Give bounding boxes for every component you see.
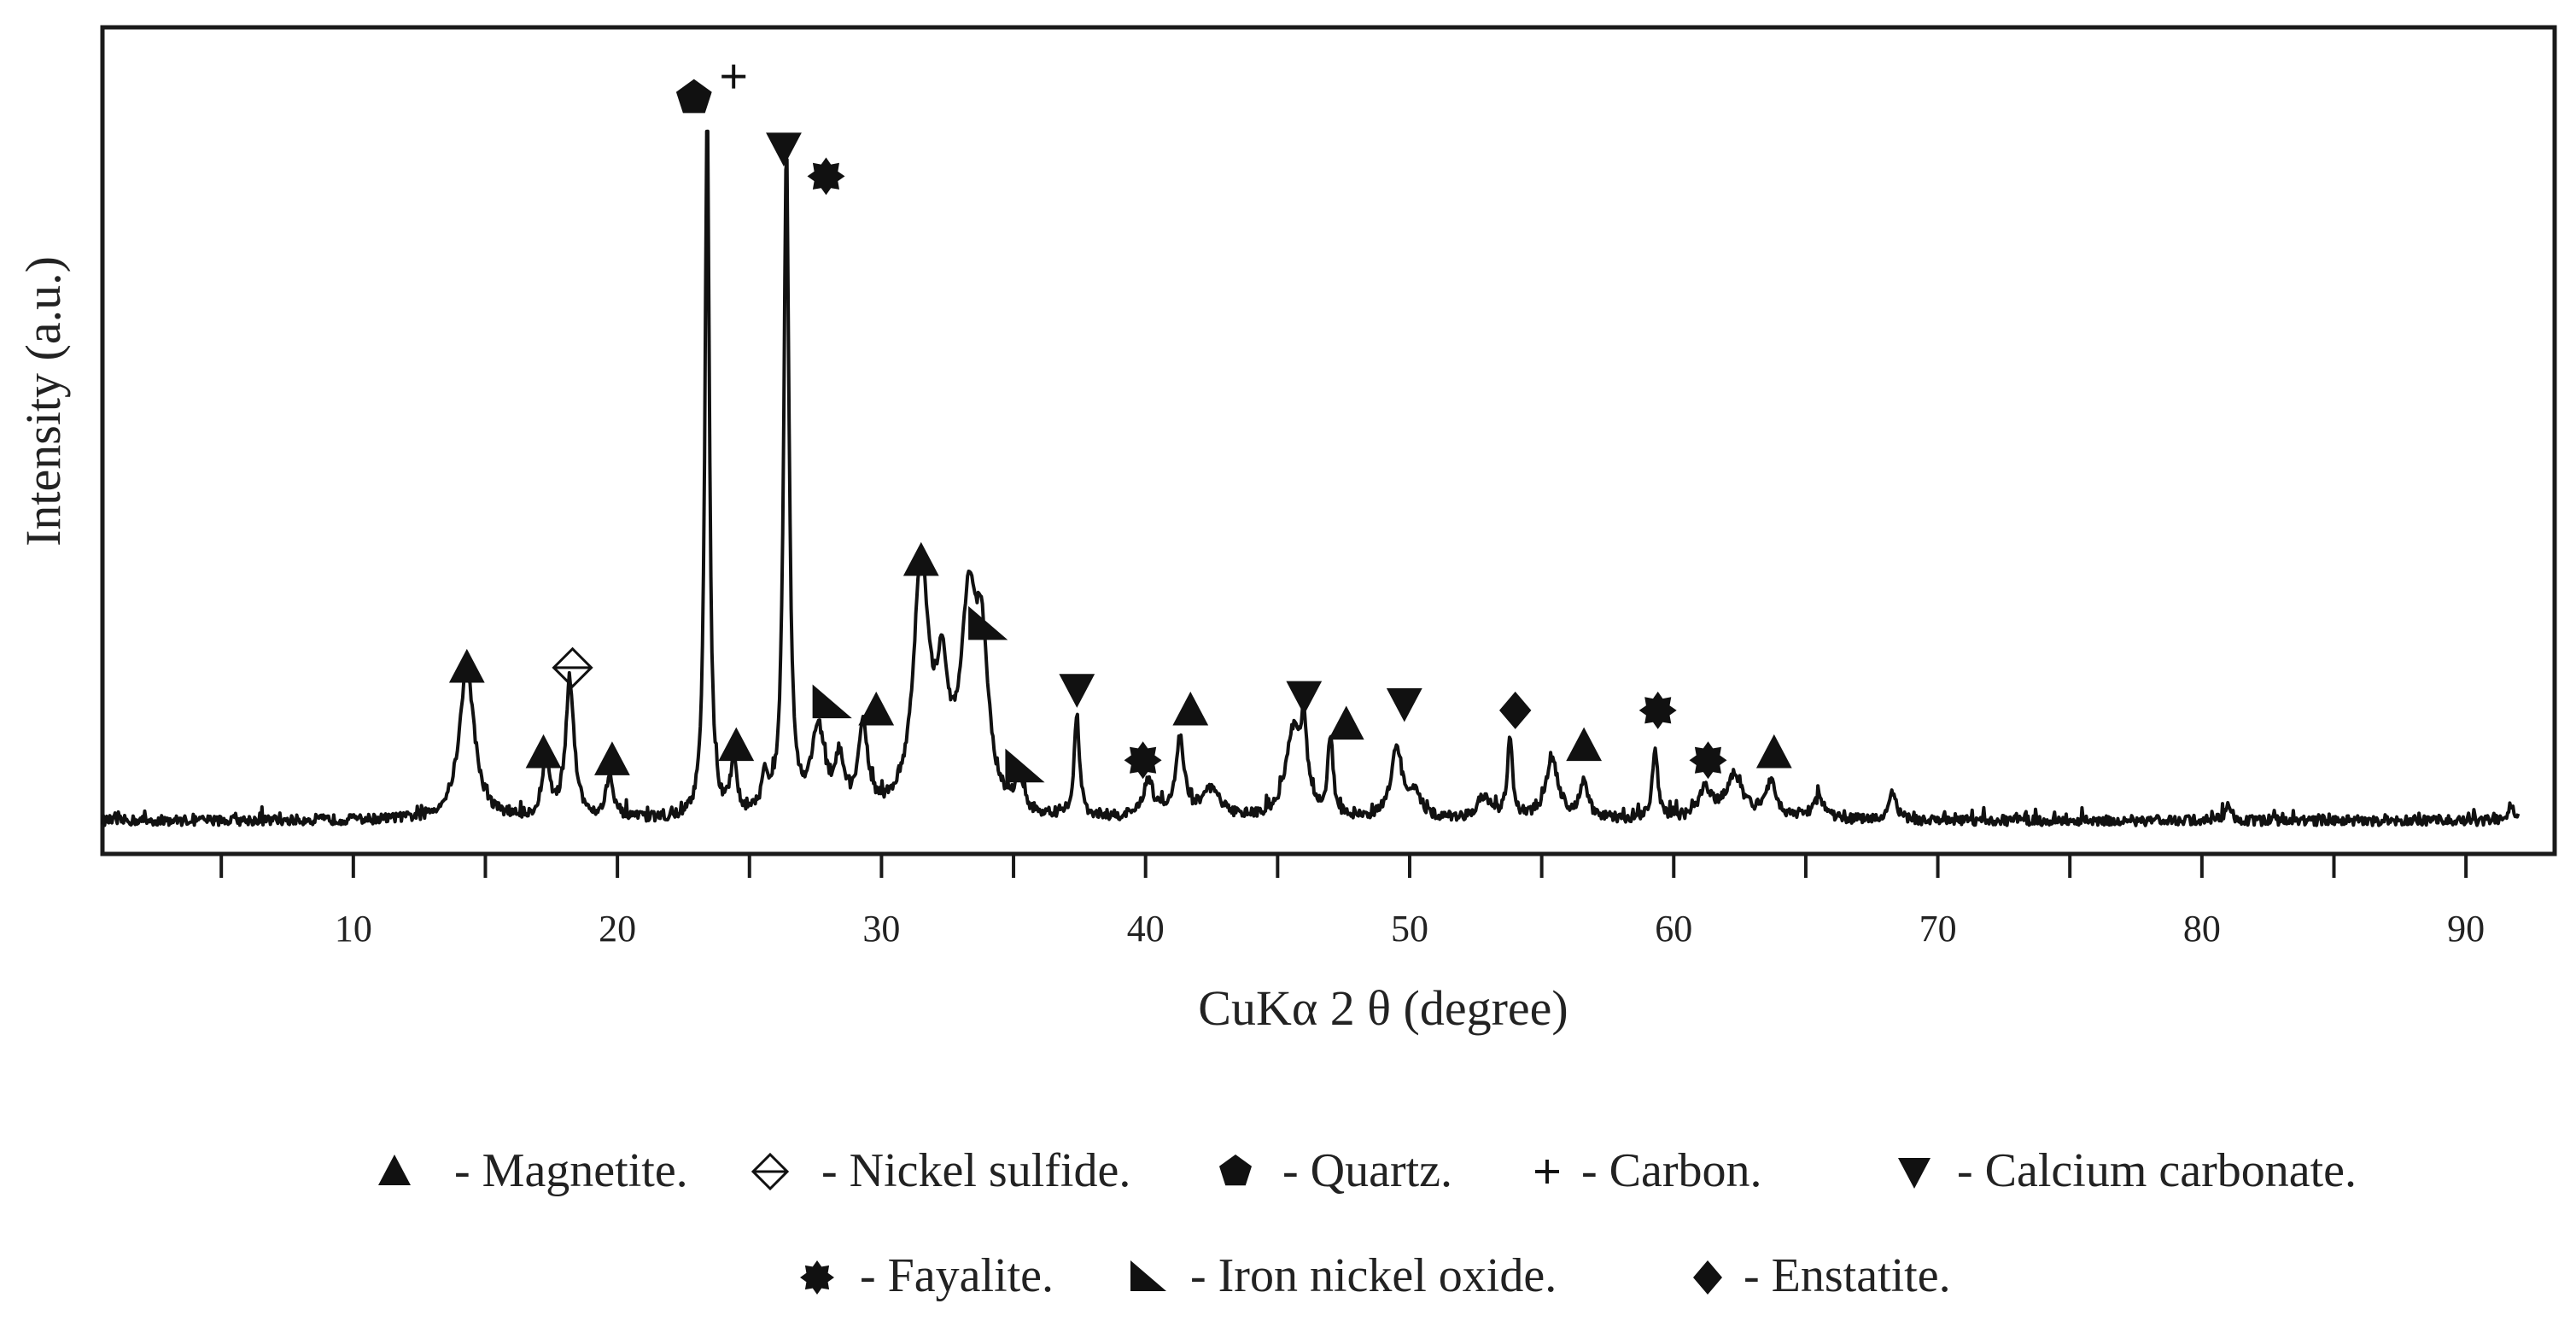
legend-label-iron-nickel-oxide: - Iron nickel oxide. <box>1190 1249 1557 1302</box>
x-tick-label: 80 <box>2183 908 2221 950</box>
nickel-sulfide-marker <box>552 646 593 688</box>
legend-item-enstatite: - Enstatite. <box>1693 1249 1951 1302</box>
x-tick-label: 50 <box>1391 908 1428 950</box>
calcium-carbonate-marker <box>766 132 802 167</box>
magnetite-marker <box>858 691 895 726</box>
magnetite-marker <box>448 648 485 683</box>
x-tick-label: 90 <box>2447 908 2485 950</box>
legend-label-carbon: - Carbon. <box>1581 1144 1762 1197</box>
plot-frame <box>100 25 2557 856</box>
fayalite-marker <box>1638 691 1677 729</box>
magnetite-marker <box>594 741 630 775</box>
carbon-marker <box>721 64 746 89</box>
iron-nickel-oxide-marker <box>812 684 852 719</box>
x-tick-label: 60 <box>1655 908 1692 950</box>
legend-item-magnetite: - Magnetite. <box>378 1144 688 1197</box>
magnetite-marker <box>1172 691 1209 726</box>
magnetite-marker <box>525 734 562 769</box>
legend-label-quartz: - Quartz. <box>1282 1144 1452 1197</box>
legend-item-carbon: - Carbon. <box>1535 1144 1762 1197</box>
magnetite-marker <box>1566 727 1603 762</box>
legend-item-nickel-sulfide: - Nickel sulfide. <box>751 1144 1130 1197</box>
pattern-curve-group <box>101 129 2521 827</box>
legend-label-fayalite: - Fayalite. <box>860 1249 1054 1302</box>
legend-item-calcium-carbonate: - Calcium carbonate. <box>1898 1144 2357 1197</box>
quartz-marker <box>675 79 712 114</box>
carbon-icon <box>1535 1160 1559 1184</box>
calcium-carbonate-marker <box>1386 687 1422 722</box>
legend-item-iron-nickel-oxide: - Iron nickel oxide. <box>1130 1249 1557 1302</box>
legend-item-fayalite: - Fayalite. <box>800 1249 1054 1302</box>
x-tick-label: 40 <box>1127 908 1165 950</box>
fayalite-marker <box>807 157 845 196</box>
iron-nickel-oxide-marker <box>1005 748 1045 783</box>
enstatite-icon <box>1693 1260 1722 1295</box>
x-tick-label: 10 <box>335 908 372 950</box>
peak-markers <box>448 64 1792 783</box>
legend-label-nickel-sulfide: - Nickel sulfide. <box>821 1144 1130 1197</box>
legend-item-quartz: - Quartz. <box>1219 1144 1452 1197</box>
magnetite-marker <box>718 727 755 762</box>
magnetite-marker <box>902 541 939 576</box>
x-axis-ticks: 10 20 30 40 50 60 70 80 90 <box>219 854 2485 950</box>
calcium-carbonate-icon <box>1898 1158 1931 1189</box>
magnetite-marker <box>1328 705 1364 740</box>
pattern-curve <box>101 129 2521 827</box>
legend-label-magnetite: - Magnetite. <box>454 1144 688 1197</box>
legend: - Magnetite. - Nickel sulfide. - Quartz.… <box>378 1144 2357 1302</box>
calcium-carbonate-marker <box>1059 674 1095 708</box>
fayalite-marker <box>1689 741 1727 780</box>
x-tick-label: 30 <box>862 908 900 950</box>
magnetite-marker <box>1755 734 1792 769</box>
legend-label-calcium-carbonate: - Calcium carbonate. <box>1957 1144 2357 1197</box>
quartz-icon <box>1219 1155 1252 1186</box>
y-axis-title: Intensity (a.u.) <box>15 256 71 547</box>
fayalite-marker <box>1124 741 1162 780</box>
enstatite-marker <box>1498 691 1532 729</box>
x-tick-label: 20 <box>599 908 636 950</box>
iron-nickel-oxide-marker <box>968 605 1008 640</box>
magnetite-icon <box>378 1155 411 1185</box>
iron-nickel-oxide-icon <box>1130 1260 1166 1291</box>
nickel-sulfide-icon <box>751 1152 790 1191</box>
fayalite-icon <box>800 1260 834 1295</box>
x-axis-title: CuKα 2 θ (degree) <box>1198 980 1568 1036</box>
legend-label-enstatite: - Enstatite. <box>1744 1249 1951 1302</box>
calcium-carbonate-marker <box>1286 681 1323 716</box>
x-tick-label: 70 <box>1919 908 1957 950</box>
